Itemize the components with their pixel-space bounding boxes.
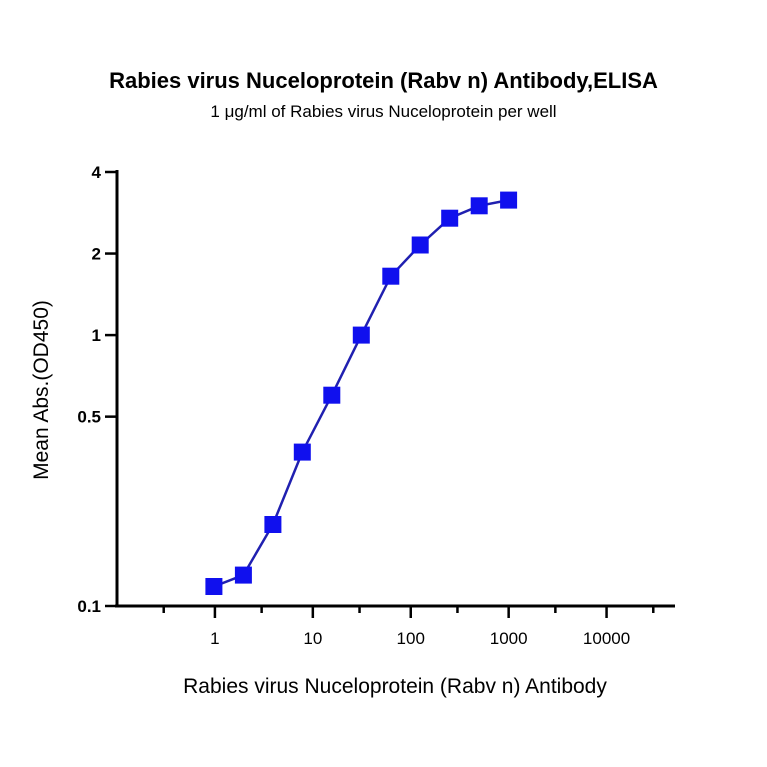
data-point-1	[234, 566, 252, 584]
data-point-9	[470, 197, 488, 215]
x-tick-label-3: 1000	[490, 629, 528, 648]
x-tick-label-0: 1	[210, 629, 219, 648]
data-point-6	[382, 267, 400, 285]
series-layer	[205, 191, 518, 595]
y-tick-label-4: 4	[92, 163, 102, 182]
y-axis-label: Mean Abs.(OD450)	[30, 300, 53, 480]
data-point-7	[411, 236, 429, 254]
data-point-8	[441, 209, 459, 227]
y-tick-label-3: 2	[92, 245, 101, 264]
data-point-5	[352, 326, 370, 344]
series-line-0	[213, 198, 509, 588]
data-point-3	[293, 443, 311, 461]
data-point-4	[323, 386, 341, 404]
chart-title: Rabies virus Nuceloprotein (Rabv n) Anti…	[109, 68, 658, 93]
x-tick-label-2: 100	[397, 629, 425, 648]
x-tick-label-1: 10	[303, 629, 322, 648]
x-axis-label: Rabies virus Nuceloprotein (Rabv n) Anti…	[183, 675, 607, 698]
chart-subtitle: 1 μg/ml of Rabies virus Nuceloprotein pe…	[210, 102, 557, 121]
data-point-10	[500, 191, 518, 209]
y-tick-label-0: 0.1	[77, 597, 101, 616]
x-tick-label-4: 10000	[583, 629, 630, 648]
y-tick-label-1: 0.5	[77, 408, 101, 427]
y-tick-label-2: 1	[92, 326, 101, 345]
axes: 1 10 100 1000 10000 0.1 0.5 1 2 4	[77, 163, 675, 648]
data-point-2	[264, 516, 282, 533]
data-point-0	[205, 578, 223, 595]
